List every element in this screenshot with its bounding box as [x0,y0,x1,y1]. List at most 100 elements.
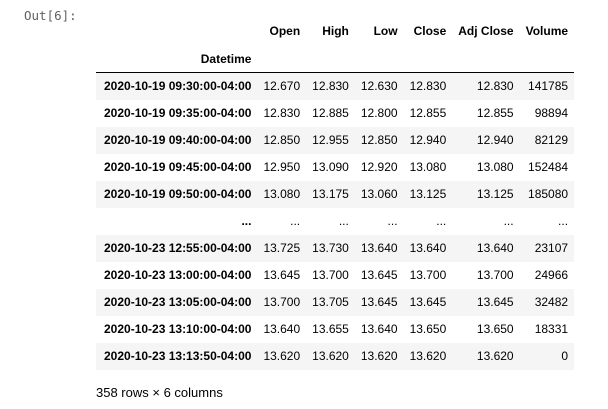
table-row: 2020-10-19 09:35:00-04:00 12.830 12.885 12.… [96,100,575,127]
cell-adj-close: 13.700 [476,268,514,282]
index-row-spacer [404,46,453,73]
row-index-label: 2020-10-23 12:55:00-04:00 [104,241,252,255]
cell-adj-close: 13.080 [476,160,514,174]
row-index-label: 2020-10-23 13:13:50-04:00 [104,349,252,363]
table-row: 2020-10-23 13:05:00-04:00 13.700 13.705 13.… [96,289,575,316]
table-row: 2020-10-23 13:10:00-04:00 13.640 13.655 13.… [96,316,575,343]
cell-volume: 0 [561,349,569,363]
cell-open: 13.725 [263,241,301,255]
row-index-label: ... [241,214,252,228]
cell-low: 13.640 [360,241,398,255]
cell-high: 12.885 [312,106,349,120]
cell-adj-close: 13.640 [476,241,514,255]
row-index-label: 2020-10-19 09:45:00-04:00 [104,160,252,174]
cell-open: 12.670 [263,79,301,93]
row-index-label: 2020-10-19 09:30:00-04:00 [104,79,252,93]
cell-high: 13.655 [312,322,349,336]
cell-volume: ... [558,214,569,228]
table-row: 2020-10-19 09:30:00-04:00 12.670 12.830 12.… [96,72,575,100]
table-row: 2020-10-19 09:50:00-04:00 13.080 13.175 13.… [96,181,575,208]
cell-volume: 23107 [534,241,569,255]
row-index-label: 2020-10-23 13:00:00-04:00 [104,268,252,282]
table-row: 2020-10-19 09:40:00-04:00 12.850 12.955 12.… [96,127,575,154]
row-index-label: 2020-10-19 09:50:00-04:00 [104,187,252,201]
column-header-row: Open High Low Close Adj Close Volume [96,16,574,46]
cell-close: 13.125 [409,187,447,201]
cell-volume: 152484 [528,160,569,174]
index-row-spacer [257,46,306,73]
cell-open: 12.850 [263,133,301,147]
cell-close: 12.940 [409,133,447,147]
cell-low: 12.800 [360,106,398,120]
cell-high: 13.700 [312,268,349,282]
cell-open: 13.645 [263,268,301,282]
cell-volume: 141785 [528,79,569,93]
dataframe-table: Open High Low Close Adj Close Volume Dat… [96,16,575,370]
cell-close: 13.700 [409,268,447,282]
cell-open: ... [290,214,301,228]
cell-volume: 98894 [534,106,569,120]
row-index-label: 2020-10-23 13:05:00-04:00 [104,295,252,309]
table-row: 2020-10-23 12:55:00-04:00 13.725 13.730 13.… [96,235,575,262]
cell-low: 13.645 [360,268,398,282]
cell-high: 13.620 [312,349,349,363]
column-header-open: Open [269,24,301,38]
cell-low: ... [387,214,398,228]
table-row: 2020-10-23 13:00:00-04:00 13.645 13.700 13.… [96,262,575,289]
cell-adj-close: ... [503,214,514,228]
cell-volume: 32482 [534,295,569,309]
cell-adj-close: 13.650 [476,322,514,336]
cell-low: 12.850 [360,133,398,147]
table-row: 2020-10-19 09:45:00-04:00 12.950 13.090 12.… [96,154,575,181]
row-index-label: 2020-10-19 09:35:00-04:00 [104,106,252,120]
table-shape-summary: 358 rows × 6 columns [96,385,223,400]
cell-open: 12.950 [263,160,301,174]
table-row: 2020-10-23 13:13:50-04:00 13.620 13.620 13.… [96,343,575,370]
index-row-spacer [355,46,404,73]
cell-close: 13.650 [409,322,447,336]
cell-close: 13.620 [409,349,447,363]
index-row-spacer [520,46,574,73]
cell-high: ... [338,214,349,228]
cell-high: 12.830 [312,79,349,93]
column-header-high: High [322,24,349,38]
column-header-volume: Volume [525,24,569,38]
cell-open: 13.640 [263,322,301,336]
column-header-adj-close: Adj Close [458,24,514,38]
cell-open: 13.700 [263,295,301,309]
cell-high: 13.705 [312,295,349,309]
column-header-low: Low [373,24,398,38]
cell-adj-close: 12.830 [476,79,514,93]
index-row-spacer [452,46,519,73]
cell-low: 12.920 [360,160,398,174]
cell-close: 13.640 [409,241,447,255]
table-header: Open High Low Close Adj Close Volume Dat… [96,16,575,73]
cell-open: 13.620 [263,349,301,363]
cell-close: 13.645 [409,295,447,309]
index-name-row: Datetime [96,46,575,73]
cell-volume: 24966 [534,268,569,282]
cell-high: 12.955 [312,133,349,147]
cell-close: 12.855 [409,106,447,120]
cell-adj-close: 12.940 [476,133,514,147]
cell-close: ... [436,214,447,228]
cell-adj-close: 12.855 [476,106,514,120]
cell-open: 12.830 [263,106,301,120]
row-index-label: 2020-10-19 09:40:00-04:00 [104,133,252,147]
cell-low: 12.630 [360,79,398,93]
index-row-spacer [306,46,355,73]
cell-adj-close: 13.645 [476,295,514,309]
cell-high: 13.175 [312,187,349,201]
row-index-label: 2020-10-23 13:10:00-04:00 [104,322,252,336]
cell-volume: 18331 [534,322,569,336]
column-header-blank [96,16,257,46]
cell-high: 13.730 [312,241,349,255]
cell-close: 13.080 [409,160,447,174]
table-row: ..................... [96,208,575,235]
cell-adj-close: 13.125 [476,187,514,201]
cell-low: 13.620 [360,349,398,363]
cell-volume: 185080 [528,187,569,201]
cell-low: 13.645 [360,295,398,309]
cell-high: 13.090 [312,160,349,174]
table-body: 2020-10-19 09:30:00-04:00 12.670 12.830 12.… [96,72,575,370]
